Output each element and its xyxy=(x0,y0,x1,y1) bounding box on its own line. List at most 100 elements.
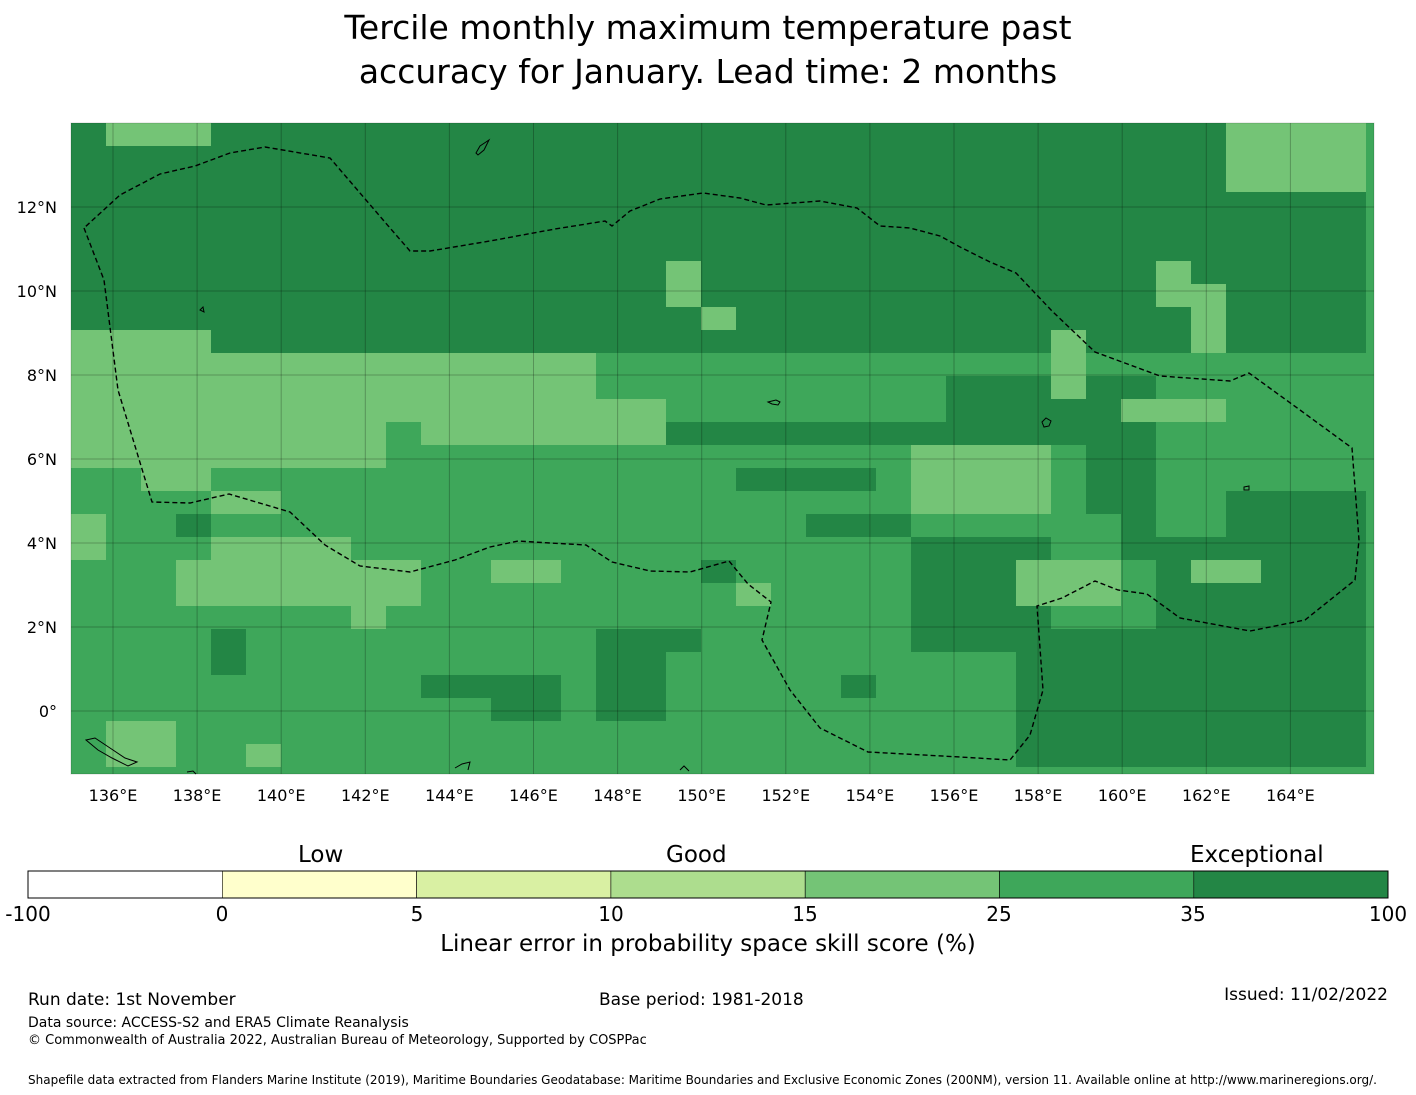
longitude-label: 154°E xyxy=(846,786,895,805)
colorbar-segment xyxy=(804,870,1000,899)
skill-cell-good xyxy=(1191,560,1261,583)
skill-cell-exceptional xyxy=(1226,491,1366,560)
skill-cell-exceptional xyxy=(736,468,876,491)
skill-cell-good xyxy=(526,353,596,399)
colorbar-segment xyxy=(610,870,806,899)
longitude-label: 164°E xyxy=(1266,786,1315,805)
colorbar-tick-5: 25 xyxy=(986,902,1012,926)
issued-date: Issued: 11/02/2022 xyxy=(1224,985,1388,1005)
skill-cell-good xyxy=(71,514,106,560)
skill-cell-exceptional xyxy=(211,629,246,675)
skill-cell-exceptional xyxy=(176,514,211,537)
skill-cell-good xyxy=(351,583,386,629)
title-line-1: Tercile monthly maximum temperature past xyxy=(344,8,1072,47)
map-frame xyxy=(70,122,1375,775)
longitude-label: 146°E xyxy=(509,786,558,805)
colorbar-segment xyxy=(416,870,612,899)
longitude-label: 144°E xyxy=(425,786,474,805)
longitude-label: 158°E xyxy=(1014,786,1063,805)
colorbar-tick-6: 35 xyxy=(1180,902,1206,926)
skill-cell-good xyxy=(176,330,211,468)
skill-cell-exceptional xyxy=(561,307,596,330)
skill-cell-good xyxy=(1191,284,1226,353)
run-date: Run date: 1st November xyxy=(28,990,236,1010)
latitude-label: 8°N xyxy=(27,366,57,385)
island-manus xyxy=(454,761,471,771)
island-guam xyxy=(475,138,491,156)
skill-cell-good xyxy=(176,123,211,146)
skill-cell-exceptional xyxy=(1051,192,1191,215)
skill-cell-exceptional xyxy=(1086,445,1156,514)
skill-cell-good xyxy=(1121,399,1226,422)
base-period: Base period: 1981-2018 xyxy=(599,990,804,1010)
skill-cell-exceptional xyxy=(491,675,561,721)
skill-cell-exceptional xyxy=(1016,698,1086,744)
skill-cell-good xyxy=(526,560,561,583)
skill-cell-good xyxy=(1156,261,1191,307)
longitude-label: 148°E xyxy=(593,786,642,805)
longitude-label: 162°E xyxy=(1182,786,1231,805)
longitude-label: 156°E xyxy=(930,786,979,805)
latitude-labels: 12°N 10°N 8°N 6°N 4°N 2°N 0° xyxy=(17,198,57,721)
skill-cell-good xyxy=(246,422,386,468)
data-source: Data source: ACCESS-S2 and ERA5 Climate … xyxy=(28,1015,409,1031)
skill-cell-good xyxy=(1261,146,1331,169)
map-gridlines xyxy=(71,123,1374,774)
island-chuuk xyxy=(1041,417,1052,428)
title-line-2: accuracy for January. Lead time: 2 month… xyxy=(358,52,1058,91)
longitude-label: 142°E xyxy=(341,786,390,805)
skill-cell-good xyxy=(1051,330,1086,399)
skill-cell-good xyxy=(911,491,946,514)
skill-cell-exceptional xyxy=(596,629,666,721)
colorbar-label: Linear error in probability space skill … xyxy=(440,931,976,957)
skill-cell-good xyxy=(246,744,281,767)
island-palau xyxy=(199,305,205,313)
longitude-labels: 136°E 138°E 140°E 142°E 144°E 146°E 148°E 150°E… xyxy=(89,786,1315,805)
colorbar-tick-4: 15 xyxy=(792,902,818,926)
skill-cell-exceptional xyxy=(631,422,1156,445)
island-bougainville xyxy=(679,765,690,772)
island-png-coast xyxy=(84,737,139,767)
latitude-label: 2°N xyxy=(27,618,57,637)
chart-title: Tercile monthly maximum temperature past… xyxy=(0,6,1416,94)
skill-cell-good xyxy=(141,468,211,491)
longitude-label: 160°E xyxy=(1098,786,1147,805)
skill-cell-good xyxy=(106,123,176,146)
island-new-ireland xyxy=(186,770,197,775)
colorbar-segment xyxy=(222,870,417,899)
longitude-label: 136°E xyxy=(89,786,138,805)
skill-cell-good xyxy=(1016,560,1121,606)
copyright-notice: © Commonwealth of Australia 2022, Austra… xyxy=(28,1033,647,1048)
skill-cell-good xyxy=(736,583,771,606)
colorbar-segment xyxy=(999,870,1195,899)
colorbar-tick-7: 100 xyxy=(1368,902,1408,926)
colorbar-tick-2: 5 xyxy=(410,902,424,926)
colorbar-heading-good: Good xyxy=(666,842,727,868)
colorbar-tick-0: -100 xyxy=(5,902,51,926)
skill-cell-exceptional xyxy=(806,514,911,537)
latitude-label: 6°N xyxy=(27,450,57,469)
skill-cell-exceptional xyxy=(1121,514,1156,560)
latitude-label: 0° xyxy=(39,702,57,721)
colorbar-heading-exceptional: Exceptional xyxy=(1190,842,1324,868)
eez-boundary xyxy=(83,146,1360,761)
skill-cell-exceptional xyxy=(491,284,596,307)
longitude-label: 140°E xyxy=(257,786,306,805)
skill-cell-good xyxy=(666,261,701,307)
latitude-label: 10°N xyxy=(17,282,57,301)
latitude-label: 12°N xyxy=(17,198,57,217)
latitude-label: 4°N xyxy=(27,534,57,553)
colorbar-tick-3: 10 xyxy=(598,902,624,926)
colorbar-tick-1: 0 xyxy=(215,902,229,926)
skill-cell-exceptional xyxy=(666,629,701,652)
colorbar-segment xyxy=(27,870,223,899)
map-grid-cells xyxy=(71,123,1366,767)
shapefile-credit: Shapefile data extracted from Flanders M… xyxy=(28,1073,1377,1087)
island-pohnpei-dots xyxy=(766,399,781,406)
skill-cell-good xyxy=(281,353,386,422)
island-kosrae xyxy=(1243,485,1250,491)
skill-cell-good xyxy=(176,560,211,606)
skill-cell-good xyxy=(71,330,176,468)
